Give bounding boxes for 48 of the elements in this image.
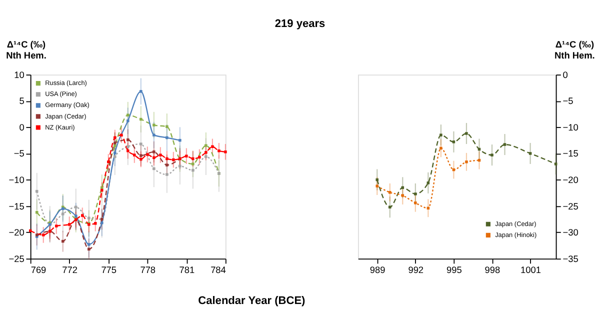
x-tick-label: 775: [101, 264, 117, 275]
point: [440, 146, 442, 150]
y2-tick-label: −20: [562, 174, 578, 185]
point: [414, 202, 417, 204]
point: [376, 178, 379, 182]
y-tick-label: −25: [8, 254, 24, 264]
x-tick-label: 1001: [520, 264, 541, 275]
y-tick-label: −15: [8, 201, 24, 212]
y-tick-label: −20: [8, 228, 24, 238]
x-tick-label: 769: [30, 264, 46, 275]
y-tick-label: 10: [14, 70, 24, 80]
point: [440, 134, 442, 136]
x-axis-title: Calendar Year (BCE): [198, 295, 306, 308]
point: [388, 190, 392, 194]
point: [554, 162, 558, 166]
point: [426, 182, 430, 184]
text: 219 years: [274, 18, 326, 30]
point: [528, 152, 532, 155]
y-tick-label: 0: [19, 122, 24, 132]
y2-tick-label: −15: [562, 148, 578, 159]
point: [452, 140, 456, 144]
x-tick-label: 784: [210, 264, 226, 275]
point: [465, 132, 468, 135]
x-tick-label: 998: [484, 264, 500, 275]
y-tick-label: −10: [8, 174, 24, 185]
x-tick-label: 992: [408, 264, 424, 275]
line-series: [376, 146, 481, 210]
y2-axis-title: Δ¹⁴C (‰) Nth Hem.: [554, 39, 595, 60]
y-tick-label: 5: [19, 96, 24, 106]
y2-tick-label: −10: [562, 122, 578, 132]
x-tick-label: 989: [370, 264, 386, 275]
x-tick-label: 778: [140, 264, 156, 275]
y2-tick-label: −25: [562, 201, 578, 212]
y-tick-label: −5: [14, 148, 24, 159]
point: [401, 194, 404, 197]
y2-tick-label: −30: [562, 228, 578, 238]
y2-tick-label: 0: [562, 70, 568, 80]
line-series: [28, 134, 227, 236]
y-axis-title: Δ¹⁴C (‰) Nth Hem.: [6, 39, 46, 60]
point: [376, 184, 379, 188]
x-tick-label: 772: [62, 264, 78, 275]
x-tick-label: 995: [446, 264, 462, 275]
point: [503, 143, 506, 146]
line-series: [35, 142, 220, 226]
point: [465, 160, 468, 164]
x-tick-label: 781: [179, 264, 195, 275]
y2-tick-label: −35: [562, 254, 578, 264]
y2-tick-label: −5: [562, 96, 574, 106]
